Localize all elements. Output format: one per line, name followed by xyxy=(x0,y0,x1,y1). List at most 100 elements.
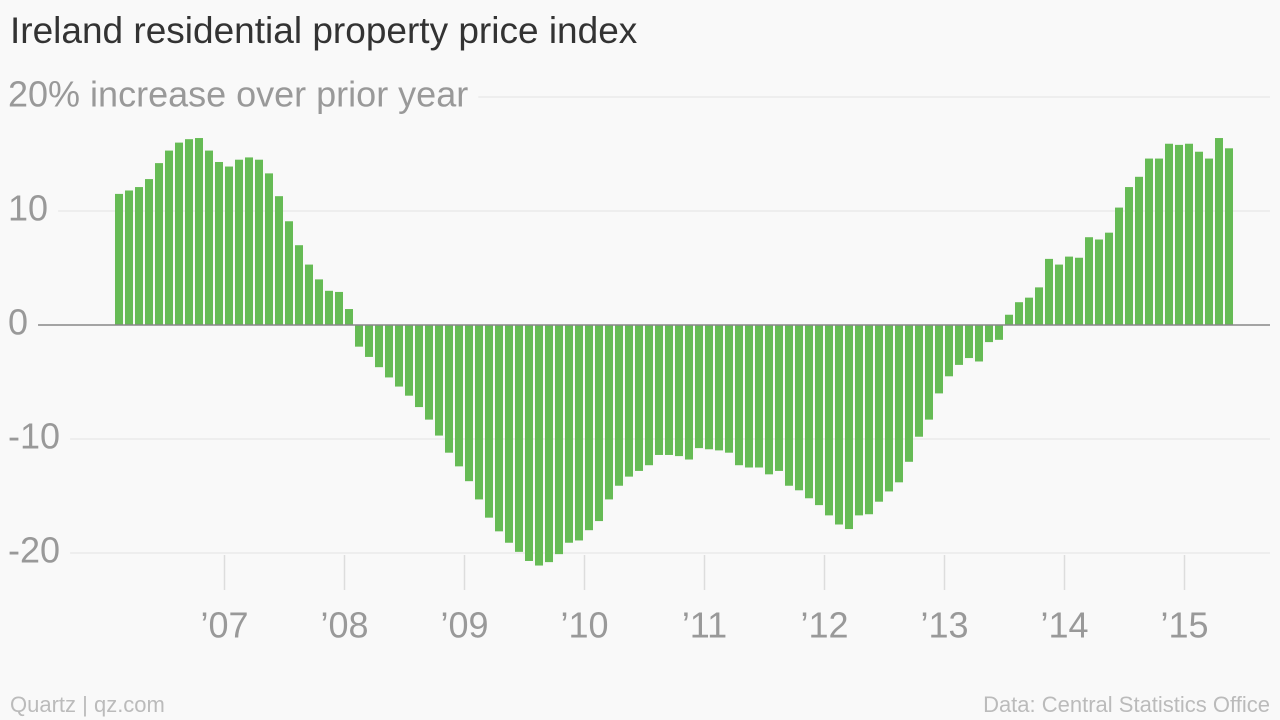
credit: Quartz | qz.com xyxy=(10,692,165,717)
bar xyxy=(235,159,243,325)
x-tick-label: ’08 xyxy=(320,605,368,646)
bar xyxy=(175,142,183,325)
bar xyxy=(925,325,933,420)
bar xyxy=(275,196,283,325)
bar xyxy=(815,325,823,506)
bar xyxy=(855,325,863,516)
bar xyxy=(1195,151,1203,325)
bar xyxy=(355,325,363,347)
bar xyxy=(1225,148,1233,325)
bar xyxy=(765,325,773,475)
bar xyxy=(1035,287,1043,325)
bar xyxy=(1135,176,1143,325)
bar xyxy=(1085,237,1093,325)
bar xyxy=(1215,138,1223,325)
bar xyxy=(1145,158,1153,325)
bar xyxy=(1065,256,1073,325)
bar xyxy=(145,179,153,325)
bar xyxy=(625,325,633,477)
bar xyxy=(465,325,473,482)
x-tick-label: ’09 xyxy=(440,605,488,646)
bar xyxy=(1115,207,1123,325)
bar xyxy=(415,325,423,408)
bar xyxy=(705,325,713,450)
bar xyxy=(405,325,413,396)
bar xyxy=(505,325,513,543)
bar xyxy=(195,138,203,325)
bar xyxy=(1025,297,1033,325)
y-tick-label: -10 xyxy=(8,416,60,457)
bar xyxy=(975,325,983,362)
bar xyxy=(1055,264,1063,325)
bar xyxy=(825,325,833,516)
bar xyxy=(225,166,233,325)
bar xyxy=(635,325,643,471)
bar xyxy=(1095,239,1103,325)
bar xyxy=(345,309,353,325)
bar xyxy=(905,325,913,462)
x-tick-label: ’12 xyxy=(800,605,848,646)
bar xyxy=(985,325,993,343)
bar xyxy=(305,264,313,325)
source: Data: Central Statistics Office xyxy=(983,692,1270,717)
bar xyxy=(725,325,733,453)
bar xyxy=(1185,143,1193,325)
x-tick-label: ’15 xyxy=(1160,605,1208,646)
bar xyxy=(965,325,973,359)
bar xyxy=(535,325,543,566)
bar xyxy=(615,325,623,486)
bar xyxy=(685,325,693,460)
bar xyxy=(805,325,813,499)
bar xyxy=(755,325,763,468)
bar xyxy=(455,325,463,467)
bar xyxy=(485,325,493,518)
y-tick-label: 0 xyxy=(8,302,28,343)
bar xyxy=(185,139,193,325)
bar xyxy=(445,325,453,453)
bar xyxy=(715,325,723,451)
bar xyxy=(565,325,573,543)
bar xyxy=(795,325,803,491)
x-tick-label: ’07 xyxy=(200,605,248,646)
bar xyxy=(315,279,323,325)
bar xyxy=(325,290,333,325)
bar xyxy=(865,325,873,515)
bar xyxy=(165,150,173,325)
bar xyxy=(1175,144,1183,325)
bar xyxy=(745,325,753,468)
bar xyxy=(655,325,663,455)
bar xyxy=(385,325,393,378)
x-tick-label: ’14 xyxy=(1040,605,1088,646)
y-tick-label: 20% increase over prior year xyxy=(8,74,468,115)
bar xyxy=(1155,158,1163,325)
bar xyxy=(1105,232,1113,325)
bar xyxy=(1005,314,1013,325)
bar xyxy=(365,325,373,357)
bar xyxy=(435,325,443,436)
bar xyxy=(1075,257,1083,325)
bar xyxy=(375,325,383,368)
bar xyxy=(605,325,613,500)
bar xyxy=(395,325,403,387)
bar xyxy=(115,193,123,325)
bar xyxy=(645,325,653,466)
bar xyxy=(835,325,843,525)
bar xyxy=(1015,302,1023,325)
bar xyxy=(295,245,303,325)
bar xyxy=(935,325,943,394)
bar xyxy=(1205,158,1213,325)
bar xyxy=(735,325,743,466)
chart-title: Ireland residential property price index xyxy=(10,10,638,51)
bar xyxy=(885,325,893,492)
bar xyxy=(945,325,953,377)
bar xyxy=(495,325,503,532)
bar xyxy=(125,190,133,325)
x-tick-label: ’13 xyxy=(920,605,968,646)
bar xyxy=(425,325,433,420)
bar xyxy=(955,325,963,365)
bar xyxy=(595,325,603,522)
y-tick-label: -20 xyxy=(8,530,60,571)
bar xyxy=(155,163,163,325)
bar xyxy=(545,325,553,563)
